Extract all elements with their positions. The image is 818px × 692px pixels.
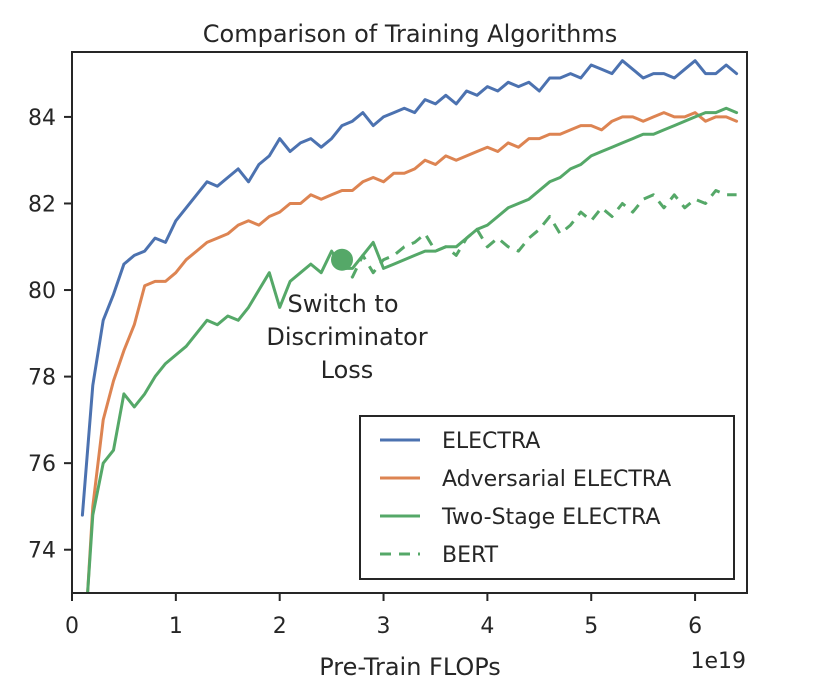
- legend-label: Two-Stage ELECTRA: [441, 505, 660, 530]
- x-ticks: 0 1 2 3 4 5 6: [65, 593, 702, 639]
- annotation-line-2: Discriminator: [266, 323, 427, 351]
- y-tick-label: 76: [28, 452, 56, 477]
- legend-label: Adversarial ELECTRA: [442, 467, 671, 492]
- x-tick-label: 5: [584, 614, 598, 639]
- y-tick-label: 84: [28, 106, 56, 131]
- legend: ELECTRA Adversarial ELECTRA Two-Stage ELEC…: [359, 415, 735, 580]
- switch-marker: [331, 248, 353, 271]
- x-tick-label: 6: [688, 614, 702, 639]
- series-line-adversarial-electra: [86, 111, 739, 593]
- annotation-line-1: Switch to: [287, 290, 398, 318]
- plot-frame: [71, 51, 748, 594]
- series-line-two-stage-electra: [86, 106, 739, 593]
- x-tick-label: 2: [273, 614, 287, 639]
- y-ticks: 74 76 78 80 82 84: [28, 106, 72, 564]
- x-tick-label: 1: [169, 614, 183, 639]
- y-tick-label: 78: [28, 366, 56, 391]
- legend-frame: [359, 415, 735, 580]
- y-tick-label: 82: [28, 192, 56, 217]
- x-tick-label: 4: [480, 614, 494, 639]
- annotation: Switch to Discriminator Loss: [266, 290, 427, 384]
- series-line-bert: [340, 189, 737, 279]
- series-lines: [80, 59, 739, 593]
- x-axis-title: Pre-Train FLOPs: [319, 653, 501, 681]
- legend-label: ELECTRA: [442, 429, 540, 454]
- chart-title: Comparison of Training Algorithms: [203, 20, 617, 48]
- x-tick-label: 0: [65, 614, 79, 639]
- x-scale-note: 1e19: [690, 649, 746, 674]
- y-tick-label: 80: [28, 279, 56, 304]
- series-line-electra: [80, 59, 739, 517]
- annotation-line-3: Loss: [321, 356, 374, 384]
- legend-label: BERT: [442, 543, 499, 568]
- y-tick-label: 74: [28, 539, 56, 564]
- x-tick-label: 3: [377, 614, 391, 639]
